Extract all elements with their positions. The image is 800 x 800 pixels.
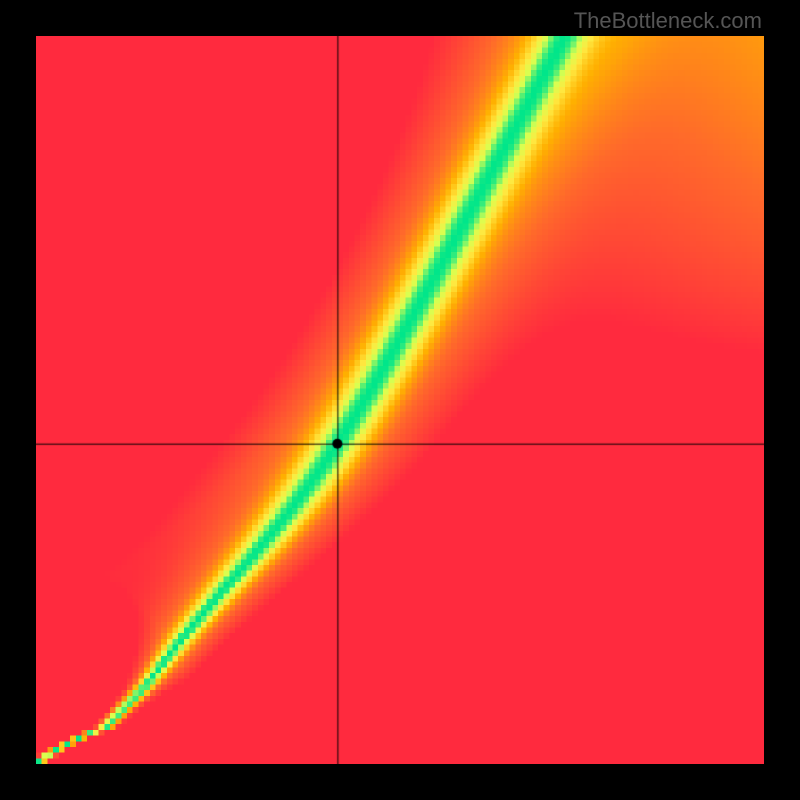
watermark-text: TheBottleneck.com	[574, 8, 762, 34]
crosshair-overlay	[36, 36, 764, 764]
